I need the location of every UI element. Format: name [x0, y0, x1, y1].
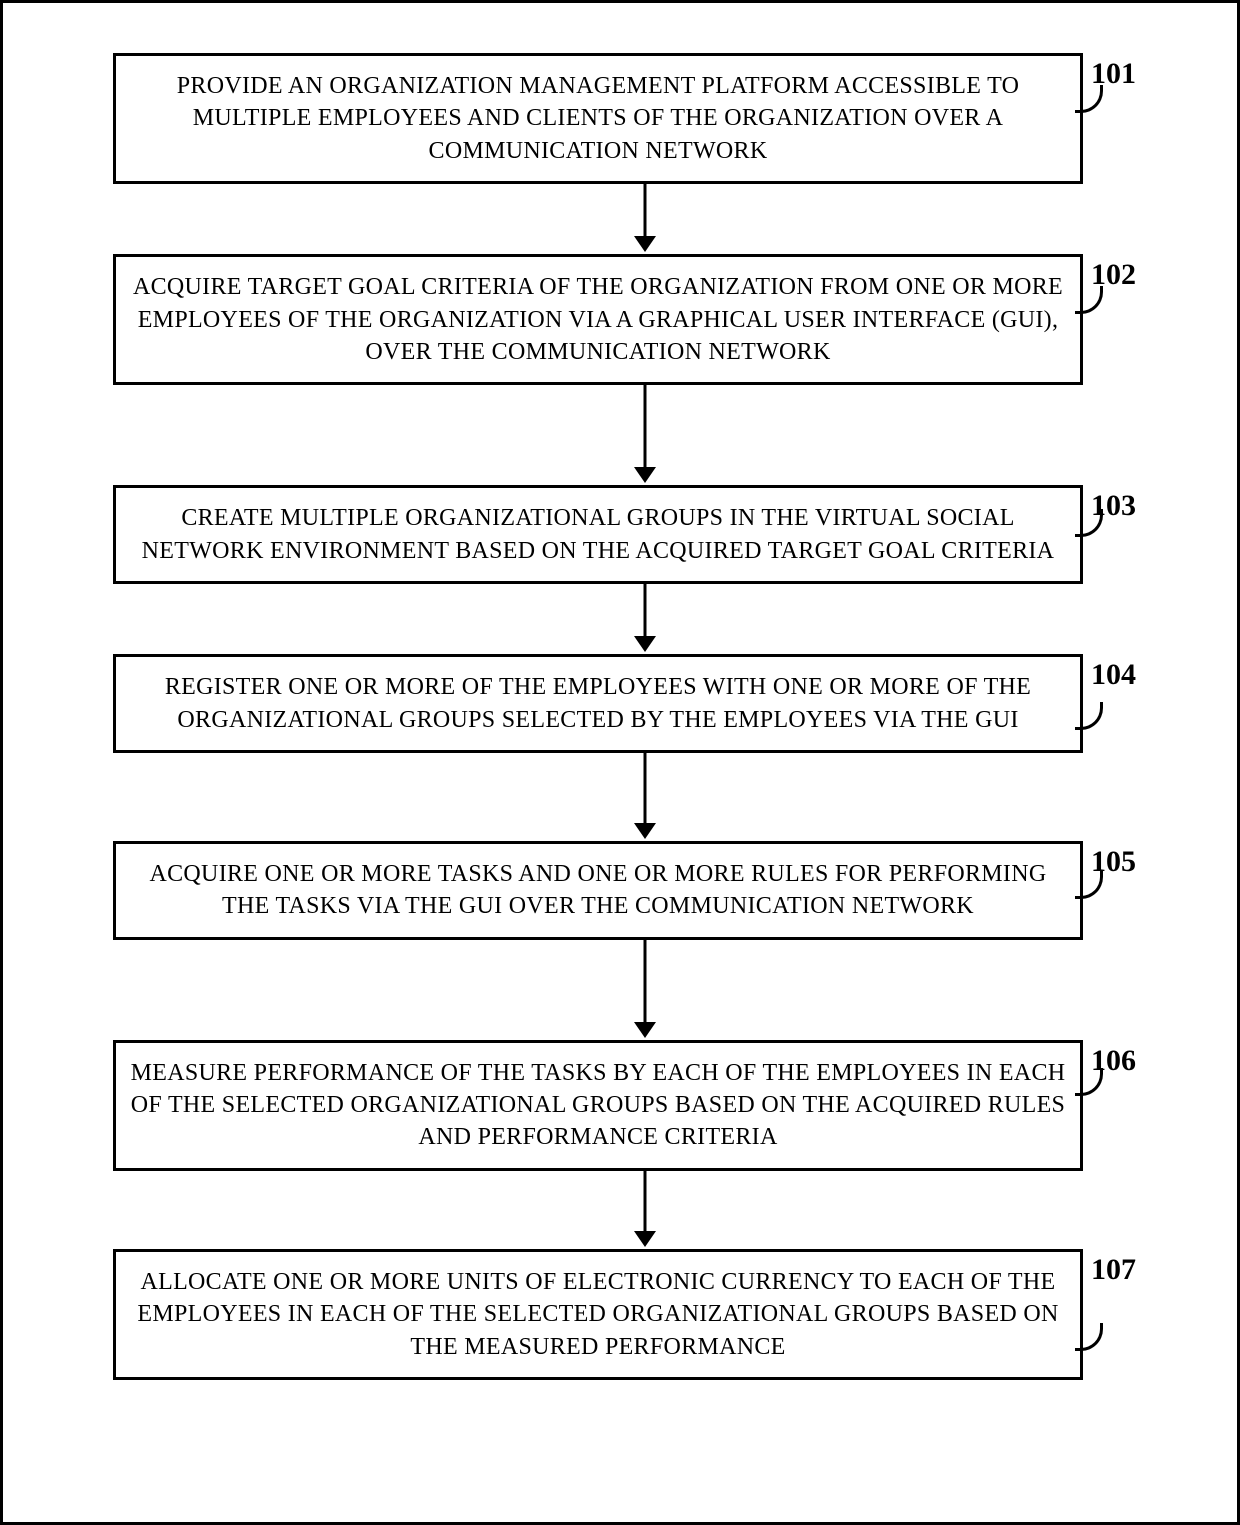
- step-box: MEASURE PERFORMANCE OF THE TASKS BY EACH…: [113, 1040, 1083, 1171]
- step-number-label: 103: [1091, 489, 1151, 523]
- flow-arrow: [160, 184, 1130, 254]
- step-callout-hook: [1075, 509, 1103, 537]
- step-callout-hook: [1075, 286, 1103, 314]
- flowchart-page: PROVIDE AN ORGANIZATION MANAGEMENT PLATF…: [0, 0, 1240, 1525]
- step-number-label: 101: [1091, 57, 1151, 91]
- step-number-label: 102: [1091, 258, 1151, 292]
- step-callout-hook: [1075, 871, 1103, 899]
- step-number-label: 104: [1091, 658, 1151, 692]
- step-box: ACQUIRE ONE OR MORE TASKS AND ONE OR MOR…: [113, 841, 1083, 940]
- step-callout-hook: [1075, 85, 1103, 113]
- step-number-label: 105: [1091, 845, 1151, 879]
- flowchart-step: PROVIDE AN ORGANIZATION MANAGEMENT PLATF…: [113, 53, 1177, 184]
- step-callout-hook: [1075, 1323, 1103, 1351]
- flowchart-step: MEASURE PERFORMANCE OF THE TASKS BY EACH…: [113, 1040, 1177, 1171]
- step-box: PROVIDE AN ORGANIZATION MANAGEMENT PLATF…: [113, 53, 1083, 184]
- step-box: ALLOCATE ONE OR MORE UNITS OF ELECTRONIC…: [113, 1249, 1083, 1380]
- flow-arrow: [160, 385, 1130, 485]
- flowchart-step: ACQUIRE ONE OR MORE TASKS AND ONE OR MOR…: [113, 841, 1177, 940]
- flowchart-step: REGISTER ONE OR MORE OF THE EMPLOYEES WI…: [113, 654, 1177, 753]
- step-number-text: 107: [1091, 1253, 1136, 1286]
- flow-arrow: [160, 753, 1130, 841]
- flowchart-step: ALLOCATE ONE OR MORE UNITS OF ELECTRONIC…: [113, 1249, 1177, 1380]
- flow-arrow: [160, 584, 1130, 654]
- step-box: REGISTER ONE OR MORE OF THE EMPLOYEES WI…: [113, 654, 1083, 753]
- step-number-label: 106: [1091, 1044, 1151, 1078]
- step-box: ACQUIRE TARGET GOAL CRITERIA OF THE ORGA…: [113, 254, 1083, 385]
- step-number-label: 107: [1091, 1253, 1151, 1287]
- flowchart-step: CREATE MULTIPLE ORGANIZATIONAL GROUPS IN…: [113, 485, 1177, 584]
- flow-arrow: [160, 940, 1130, 1040]
- step-number-text: 104: [1091, 658, 1136, 691]
- flowchart-step: ACQUIRE TARGET GOAL CRITERIA OF THE ORGA…: [113, 254, 1177, 385]
- step-callout-hook: [1075, 702, 1103, 730]
- step-box: CREATE MULTIPLE ORGANIZATIONAL GROUPS IN…: [113, 485, 1083, 584]
- step-callout-hook: [1075, 1068, 1103, 1096]
- flow-arrow: [160, 1171, 1130, 1249]
- flowchart-column: PROVIDE AN ORGANIZATION MANAGEMENT PLATF…: [113, 53, 1177, 1380]
